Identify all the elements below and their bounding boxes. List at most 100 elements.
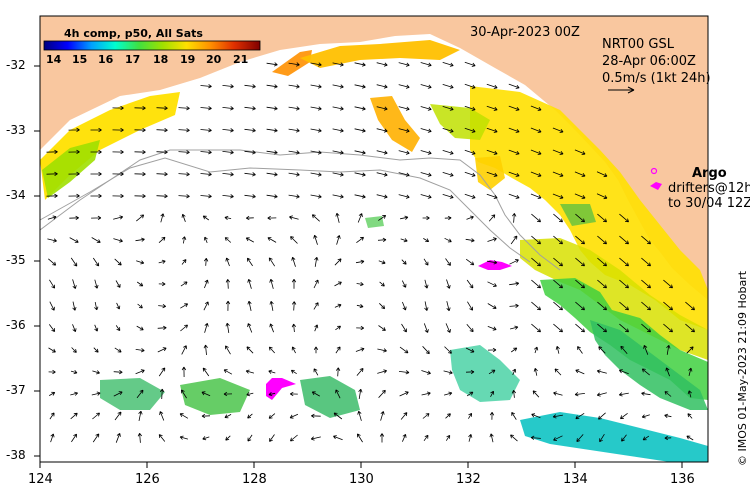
current-arrow [49,279,55,289]
current-arrow [92,412,100,420]
current-arrow [72,279,77,289]
current-arrow [398,150,410,155]
current-arrow [487,260,498,265]
current-arrow [445,323,451,333]
current-arrow [619,301,629,311]
current-arrow [575,235,585,245]
current-arrow [423,323,429,333]
current-arrow [179,413,189,419]
current-arrow [641,257,651,267]
current-arrow [310,150,322,155]
current-arrow [138,410,143,421]
current-arrow [156,149,168,155]
colorbar-tick: 20 [206,53,222,66]
current-arrow [530,171,542,177]
current-arrow [158,281,166,287]
current-arrow [266,128,278,133]
y-tick-marks [34,65,40,457]
current-arrow [597,323,607,333]
current-arrow [530,105,542,111]
current-arrow [247,257,253,267]
current-arrow [619,235,629,245]
current-arrow [486,83,498,89]
current-arrow [486,127,498,133]
current-arrow [203,301,209,311]
current-arrow [91,215,102,221]
current-arrow [46,149,58,155]
x-tick-label: 134 [563,472,588,487]
current-arrow [357,213,363,223]
current-arrow [159,388,165,400]
current-arrow [269,323,274,333]
current-arrow [376,172,388,177]
current-arrow [424,279,429,289]
current-arrow [288,194,300,199]
x-tick-label: 124 [28,472,53,487]
current-arrow [553,279,563,289]
current-arrow [90,127,102,133]
current-arrow [443,391,453,396]
current-arrow [91,237,101,243]
current-arrow [70,391,78,396]
current-arrow [244,194,256,199]
current-arrow [310,128,322,133]
current-arrow [181,366,187,378]
current-arrow [376,150,388,155]
current-arrow [510,434,518,442]
current-arrow [310,436,321,441]
current-arrow [310,106,322,111]
current-arrow [115,325,121,331]
current-arrow [619,213,629,223]
current-arrow [642,435,650,441]
current-arrow [464,105,476,111]
current-arrow [200,84,212,89]
current-arrow [423,238,430,242]
current-arrow [665,367,670,377]
current-arrow [400,412,408,420]
current-arrow [289,413,299,419]
date-label: 30-Apr-2023 00Z [470,25,580,40]
current-arrow [204,323,209,333]
current-arrow [398,370,410,375]
current-arrow [442,194,454,199]
current-arrow [313,302,319,310]
current-arrow [136,281,144,287]
current-arrow [244,128,256,133]
current-arrow [247,413,253,419]
product-line-3: 0.5m/s (1kt 24h) [602,71,711,86]
current-arrow [136,325,144,331]
imos-credit: © IMOS 01-May-2023 21:09 Hobart [736,270,749,466]
current-arrow [266,84,278,89]
plot-frame [39,15,709,463]
current-arrow [46,193,58,199]
current-arrow [685,301,695,311]
current-arrow [378,389,386,398]
current-arrow [245,237,254,243]
current-arrow [399,391,409,397]
current-arrow [444,346,452,354]
current-arrow [222,128,234,133]
current-arrow [311,413,321,419]
current-arrow [68,127,80,133]
current-arrow [643,344,649,355]
colorbar-tick: 17 [125,53,141,66]
current-arrow [335,389,341,399]
current-arrow [555,346,560,354]
current-arrow [72,301,77,311]
current-arrow [112,149,124,155]
current-arrow [664,391,672,397]
current-arrow [200,172,212,177]
y-tick-label: -36 [6,318,26,332]
current-arrow [486,149,498,155]
current-arrow [222,84,234,89]
current-arrow [486,193,498,199]
current-arrow [201,391,211,397]
current-arrow [156,193,168,199]
current-arrow [200,128,212,133]
current-arrow [223,369,233,375]
current-arrow [244,84,256,89]
current-arrow [311,391,320,397]
current-arrow [442,84,454,89]
current-arrow [332,128,344,133]
current-arrow [619,323,629,333]
